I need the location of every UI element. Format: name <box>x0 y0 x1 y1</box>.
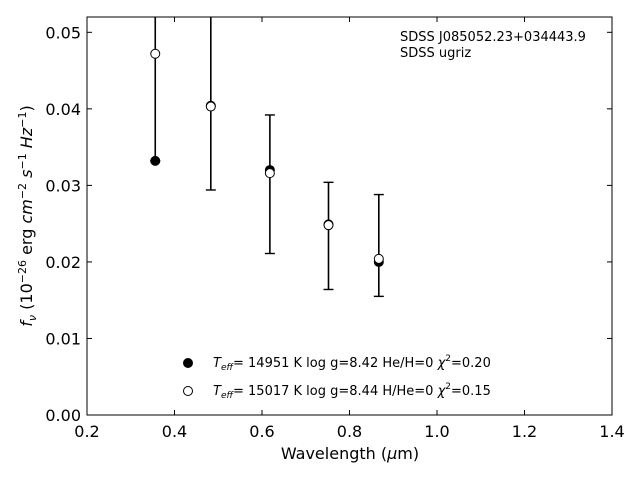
y-tick-label: 0.00 <box>45 406 81 425</box>
legend-label-model-2: Teff= 15017 K log g=8.44 H/He=0 χ2=0.15 <box>213 382 491 401</box>
x-tick-label: 0.6 <box>249 422 274 441</box>
annotation-filter-system: SDSS ugriz <box>400 46 471 61</box>
y-tick-label: 0.01 <box>45 329 81 348</box>
y-tick-label: 0.02 <box>45 253 81 272</box>
legend-label-model-1: Teff= 14951 K log g=8.42 He/H=0 χ2=0.20 <box>213 354 491 373</box>
legend: Teff= 14951 K log g=8.42 He/H=0 χ2=0.20 … <box>183 354 491 401</box>
x-tick-label: 0.8 <box>337 422 362 441</box>
data-point-open <box>373 253 384 264</box>
legend-marker-open <box>183 386 193 396</box>
error-bars <box>150 17 384 298</box>
y-tick-label: 0.03 <box>45 176 81 195</box>
data-points <box>150 48 384 267</box>
y-axis-label: fν (10−26 erg cm−2 s−1 Hz−1) <box>16 105 39 326</box>
data-point-filled <box>150 155 161 166</box>
x-tick-label: 1.4 <box>599 422 624 441</box>
x-tick-label: 0.2 <box>74 422 99 441</box>
data-point-open <box>150 48 161 59</box>
x-axis-label: Wavelength (μm) <box>281 444 419 463</box>
data-point-open <box>205 101 216 112</box>
legend-marker-filled <box>183 358 193 368</box>
y-tick-label: 0.04 <box>45 100 81 119</box>
x-tick-label: 0.4 <box>162 422 187 441</box>
data-point-open <box>323 220 334 231</box>
axis-ticks: 0.2 0.4 0.6 0.8 1.0 1.2 1.4 0.00 0.01 0.02 0.03 0.0… <box>45 17 625 441</box>
y-tick-label: 0.05 <box>45 23 81 42</box>
annotation-object-name: SDSS J085052.23+034443.9 <box>400 30 586 45</box>
x-tick-label: 1.2 <box>512 422 537 441</box>
x-tick-label: 1.0 <box>424 422 449 441</box>
data-point-open <box>264 168 275 179</box>
